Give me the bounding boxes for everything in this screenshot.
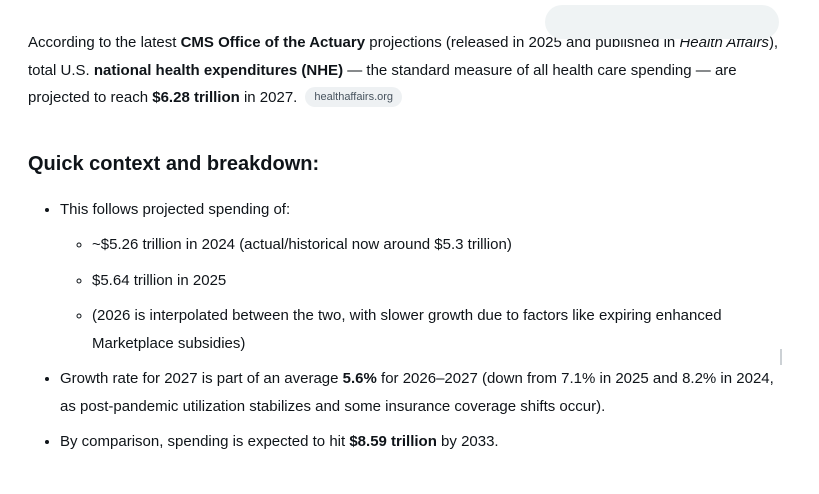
list-item-text: Growth rate for 2027 is part of an avera… <box>60 370 774 415</box>
user-message-bubble <box>545 5 779 39</box>
citation-badge-healthaffairs[interactable]: healthaffairs.org <box>305 87 403 107</box>
nested-spending-list: ~$5.26 trillion in 2024 (actual/historic… <box>60 231 788 357</box>
answer-paragraph-text: According to the latest CMS Office of th… <box>28 34 779 106</box>
list-item-text: This follows projected spending of: <box>60 200 291 218</box>
list-item-projected-spending: This follows projected spending of: ~$5.… <box>60 196 788 358</box>
list-item-2026-interpolation: (2026 is interpolated between the two, w… <box>92 302 788 357</box>
list-item-text: ~$5.26 trillion in 2024 (actual/historic… <box>92 236 512 253</box>
context-list: This follows projected spending of: ~$5.… <box>28 196 788 456</box>
assistant-answer: According to the latest CMS Office of th… <box>0 29 816 456</box>
list-item-2025-spending: $5.64 trillion in 2025 <box>92 267 788 295</box>
answer-paragraph: According to the latest CMS Office of th… <box>28 29 784 112</box>
list-item-text: $5.64 trillion in 2025 <box>92 271 227 289</box>
list-item-text: (2026 is interpolated between the two, w… <box>92 307 722 352</box>
text-cursor <box>780 349 782 365</box>
list-item-growth-rate: Growth rate for 2027 is part of an avera… <box>60 365 788 420</box>
list-item-2033-comparison: By comparison, spending is expected to h… <box>60 428 788 456</box>
list-item-2024-spending: ~$5.26 trillion in 2024 (actual/historic… <box>92 231 788 259</box>
list-item-text: By comparison, spending is expected to h… <box>60 433 499 450</box>
section-heading: Quick context and breakdown: <box>28 152 320 175</box>
